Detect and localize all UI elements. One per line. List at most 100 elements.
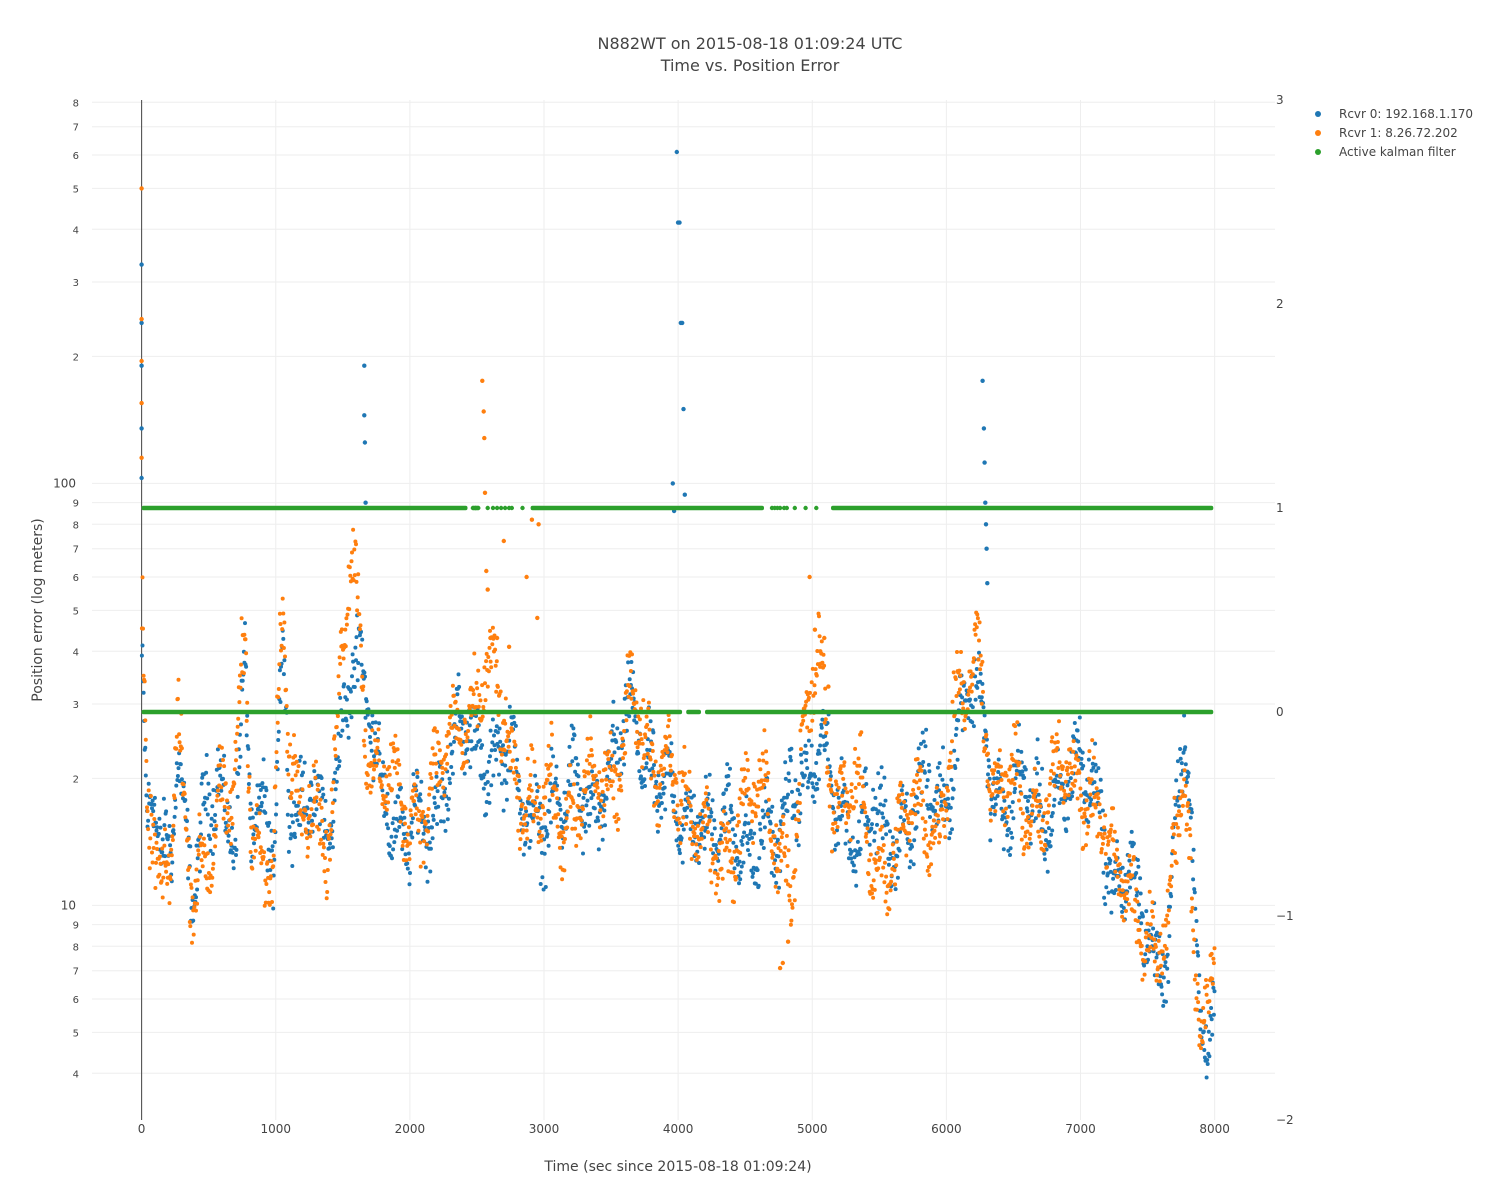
data-point — [488, 754, 492, 759]
data-point — [719, 833, 723, 838]
data-point — [466, 729, 471, 733]
data-point — [357, 627, 362, 632]
data-point — [261, 855, 266, 859]
data-point — [1144, 930, 1149, 935]
data-point — [244, 718, 249, 723]
data-point — [327, 846, 332, 851]
data-point — [682, 771, 687, 776]
data-point — [370, 728, 375, 733]
data-point — [588, 714, 593, 719]
data-point — [1121, 918, 1126, 923]
data-point — [1186, 774, 1190, 779]
data-point — [913, 812, 918, 817]
data-point — [281, 672, 286, 677]
data-point — [598, 808, 603, 813]
data-point — [1179, 789, 1184, 794]
data-point — [701, 820, 705, 825]
data-point — [508, 765, 513, 770]
data-point — [511, 770, 516, 775]
data-point — [1196, 1000, 1201, 1005]
data-point — [895, 827, 900, 832]
data-point — [173, 805, 178, 810]
data-point — [218, 773, 223, 778]
data-point — [237, 765, 242, 770]
data-point — [226, 805, 231, 810]
data-point — [1204, 992, 1209, 997]
legend[interactable]: Rcvr 0: 192.168.1.170 Rcvr 1: 8.26.72.20… — [1315, 107, 1473, 159]
data-point — [501, 743, 505, 748]
data-point — [1120, 914, 1125, 919]
legend-item-kalman[interactable]: Active kalman filter — [1315, 145, 1456, 159]
data-point — [878, 802, 883, 807]
series-kalman — [141, 505, 1214, 715]
data-point — [372, 758, 377, 763]
data-point — [938, 834, 943, 839]
data-point — [200, 864, 205, 869]
data-point — [684, 814, 689, 819]
data-point — [1129, 829, 1134, 834]
data-point — [761, 782, 766, 787]
data-point — [646, 706, 651, 711]
data-point — [186, 836, 191, 841]
data-point — [1075, 728, 1080, 733]
data-point — [464, 759, 469, 764]
data-point — [266, 823, 271, 828]
data-point — [1202, 1048, 1207, 1052]
data-point — [600, 778, 605, 783]
data-point — [427, 792, 432, 797]
data-point — [764, 760, 769, 765]
data-point — [387, 765, 392, 769]
data-point — [651, 769, 656, 774]
data-point — [1028, 788, 1033, 793]
data-point — [152, 832, 157, 837]
data-point — [464, 739, 469, 744]
data-point — [303, 808, 308, 813]
data-point — [290, 777, 295, 782]
data-point — [941, 745, 945, 750]
y-axis-title: Position error (log meters) — [30, 518, 46, 701]
data-point — [1057, 719, 1061, 724]
data-point — [1010, 800, 1015, 805]
data-point — [535, 789, 540, 794]
data-point — [857, 763, 862, 768]
data-point — [403, 852, 408, 857]
data-point — [1093, 741, 1098, 746]
data-point — [791, 875, 796, 879]
data-point — [876, 809, 881, 814]
data-point — [1166, 920, 1171, 925]
data-point — [1049, 832, 1054, 837]
data-point — [604, 796, 609, 801]
data-point — [344, 616, 349, 621]
data-point — [142, 679, 147, 684]
data-point — [892, 868, 897, 873]
data-point — [735, 813, 740, 818]
data-point — [764, 749, 769, 754]
data-point — [1009, 752, 1014, 757]
data-point — [263, 810, 268, 815]
data-point — [931, 841, 936, 846]
data-point — [639, 706, 643, 711]
data-point — [188, 882, 193, 887]
data-point — [209, 823, 214, 828]
legend-item-rcvr0[interactable]: Rcvr 0: 192.168.1.170 — [1315, 107, 1473, 121]
data-point — [499, 752, 504, 757]
data-point — [221, 816, 226, 821]
data-point — [267, 820, 272, 825]
data-point — [895, 854, 900, 859]
data-point — [1102, 895, 1107, 900]
data-point — [476, 668, 481, 673]
data-point — [270, 848, 274, 853]
data-point — [374, 751, 379, 756]
legend-item-rcvr1[interactable]: Rcvr 1: 8.26.72.202 — [1315, 126, 1458, 140]
data-point — [1124, 909, 1128, 913]
data-point — [712, 826, 717, 831]
data-point — [934, 785, 939, 790]
data-point — [770, 852, 775, 857]
data-point — [668, 763, 673, 768]
data-point — [529, 743, 534, 748]
data-point — [952, 748, 957, 753]
data-point — [539, 838, 544, 843]
data-point — [1024, 806, 1029, 811]
data-point — [760, 785, 765, 790]
data-point — [234, 747, 239, 752]
